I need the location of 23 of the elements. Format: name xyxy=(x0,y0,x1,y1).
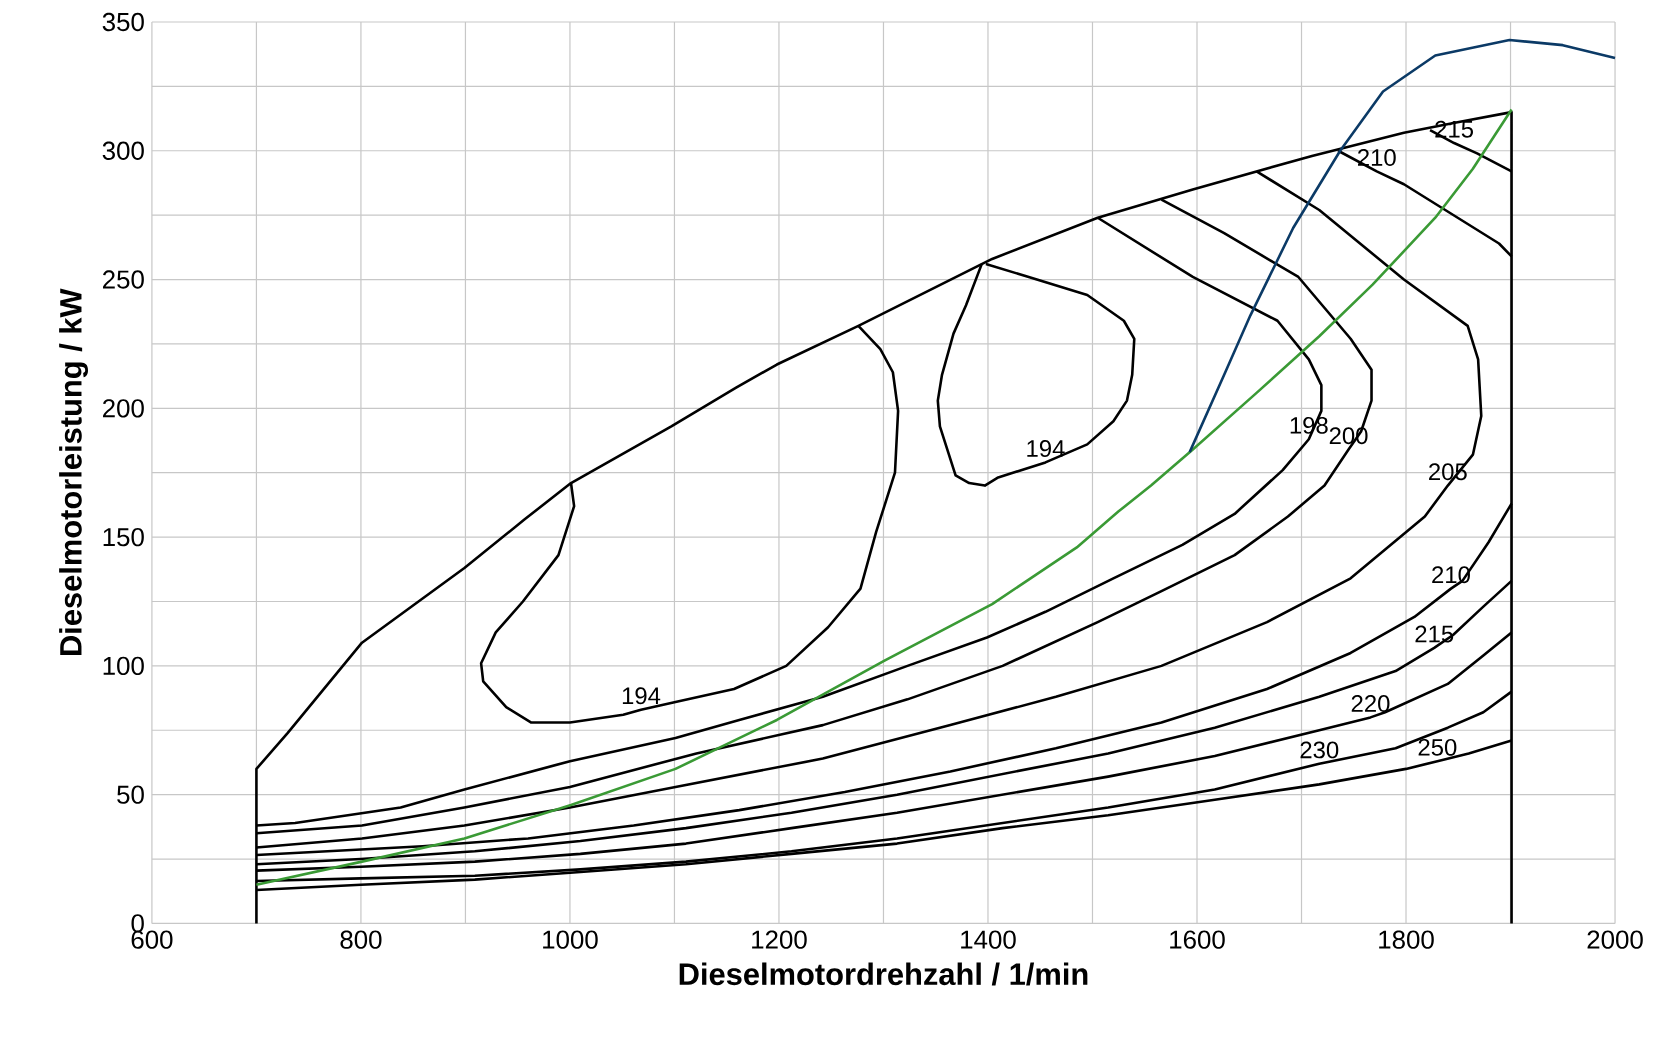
y-tick-label: 250 xyxy=(103,270,144,289)
annotation: 220 xyxy=(1351,694,1390,712)
y-tick-label: 300 xyxy=(102,141,144,160)
annotation: 250 xyxy=(1418,738,1457,756)
annotation: 230 xyxy=(1300,741,1339,759)
x-tick-label: 1600 xyxy=(1170,930,1225,949)
annotation: 194 xyxy=(1027,439,1065,457)
y-tick-label: 200 xyxy=(103,398,144,418)
y-tick-label: 150 xyxy=(103,527,144,547)
annotation: 194 xyxy=(622,687,661,705)
x-tick-label: 1000 xyxy=(543,930,598,949)
y-tick-label: 100 xyxy=(103,656,144,675)
y-tick-label: 50 xyxy=(117,785,144,804)
annotation: 210 xyxy=(1358,148,1396,166)
x-tick-label: 1800 xyxy=(1379,930,1434,949)
annotation: 215 xyxy=(1415,625,1454,643)
x-tick-label: 1400 xyxy=(961,930,1016,949)
x-axis-title: Dieselmotordrehzahl / 1/min xyxy=(679,962,1088,986)
y-tick-label: 350 xyxy=(102,12,144,31)
x-tick-label: 2000 xyxy=(1587,930,1643,949)
x-tick-label: 1200 xyxy=(752,930,807,949)
x-tick-label: 800 xyxy=(340,930,382,949)
y-axis-title: Dieselmotorleistung / kW xyxy=(59,288,88,655)
